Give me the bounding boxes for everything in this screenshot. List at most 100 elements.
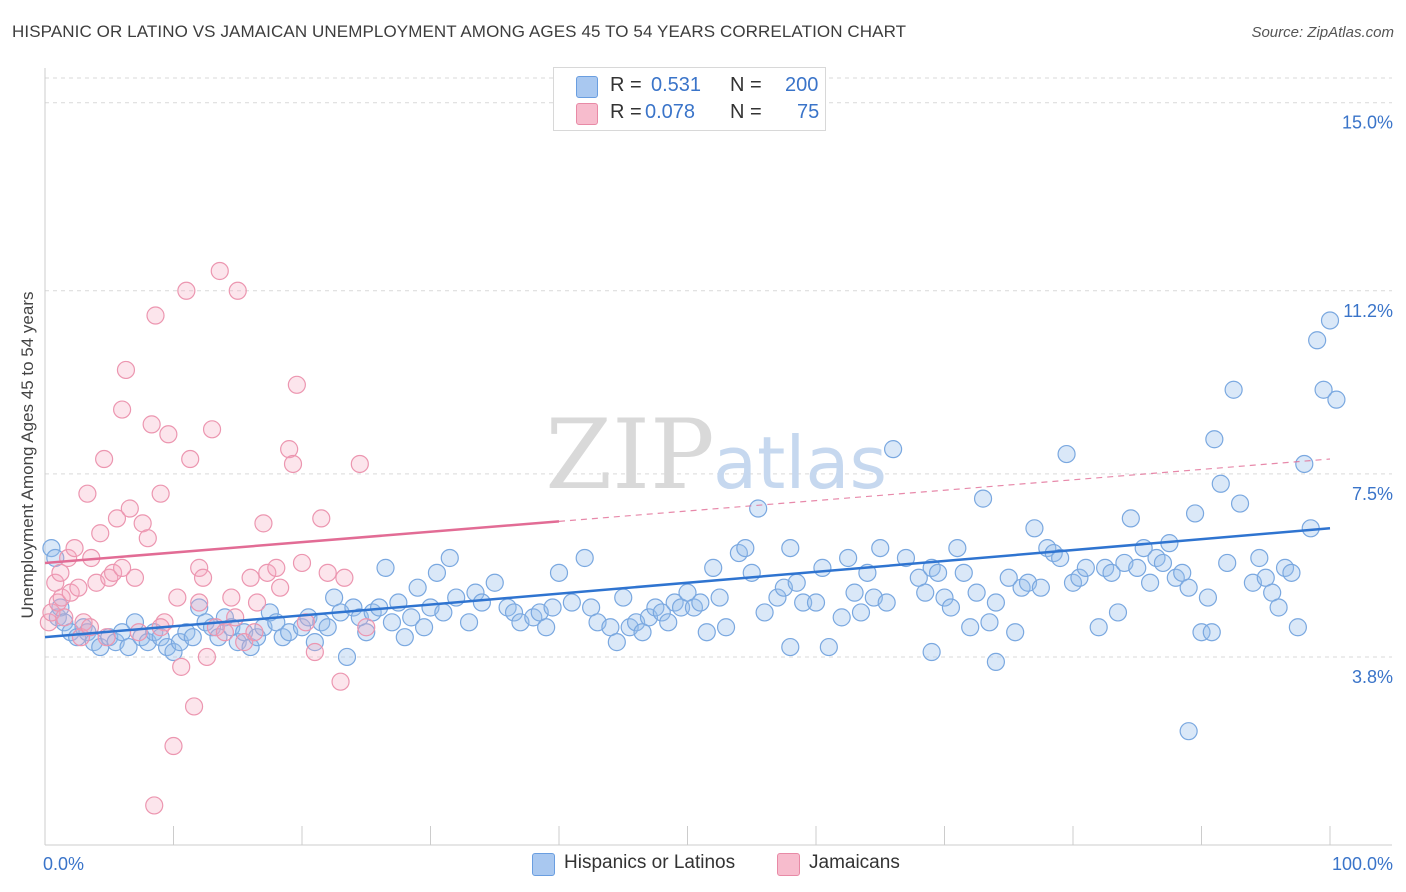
point-hispanic (151, 628, 170, 647)
x-tick-label: 0.0% (43, 854, 84, 874)
point-hispanic (935, 588, 954, 607)
point-jamaican (245, 623, 264, 642)
point-hispanic (961, 618, 980, 637)
point-hispanic (402, 608, 421, 627)
point-jamaican (51, 563, 70, 582)
legend-n-value-hispanic: 200 (785, 74, 819, 96)
y-tick-label: 7.5% (1352, 484, 1393, 504)
point-jamaican (357, 618, 376, 637)
point-hispanic (1192, 623, 1211, 642)
point-jamaican (267, 558, 286, 577)
x-tick-label: 100.0% (1332, 854, 1393, 874)
point-hispanic (749, 499, 768, 518)
point-jamaican (280, 440, 299, 459)
point-hispanic (704, 558, 723, 577)
legend-r-label: R = (610, 101, 642, 123)
point-hispanic (1140, 573, 1160, 592)
point-hispanic (42, 538, 61, 558)
point-hispanic (755, 603, 774, 622)
point-hispanic (691, 593, 710, 612)
point-hispanic (1308, 331, 1327, 350)
data-points (39, 261, 1346, 815)
tick-labels: 3.8% 7.5% 11.2% 15.0% 0.0% 100.0% (43, 113, 1393, 874)
point-hispanic (1269, 598, 1288, 617)
point-hispanic (1070, 568, 1089, 587)
point-hispanic (1205, 430, 1224, 449)
point-jamaican (228, 281, 247, 300)
point-hispanic (1314, 380, 1333, 399)
trend-line-hispanic (44, 527, 1331, 639)
point-jamaican (120, 499, 139, 518)
point-hispanic (1128, 558, 1147, 577)
point-jamaican (95, 449, 114, 469)
point-hispanic (382, 613, 402, 632)
point-hispanic (427, 563, 447, 582)
trend-line-jamaican (44, 520, 560, 565)
bottom-legend-swatch-jamaican (777, 853, 800, 876)
point-jamaican (258, 563, 277, 582)
point-hispanic (575, 548, 594, 568)
bottom-legend-swatch-hispanic (532, 853, 555, 876)
point-jamaican (197, 647, 217, 667)
legend-r-value-hispanic: 0.531 (651, 74, 702, 96)
point-jamaican (65, 538, 84, 558)
point-hispanic (948, 538, 967, 558)
point-hispanic (986, 652, 1006, 672)
point-jamaican (116, 360, 136, 380)
point-hispanic (1224, 380, 1243, 399)
point-hispanic (967, 583, 986, 602)
point-jamaican (52, 588, 71, 607)
point-hispanic (119, 637, 138, 657)
point-hispanic (1198, 588, 1218, 607)
point-hispanic (1211, 474, 1230, 493)
point-hispanic (357, 623, 376, 642)
point-hispanic (1250, 548, 1269, 568)
point-jamaican (145, 796, 164, 815)
point-jamaican (104, 563, 123, 582)
point-jamaican (107, 509, 127, 528)
y-tick-label: 3.8% (1352, 667, 1393, 687)
point-hispanic (1006, 623, 1025, 642)
source-label: Source: ZipAtlas.com (1251, 24, 1394, 41)
point-hispanic (408, 578, 427, 597)
point-hispanic (164, 642, 183, 662)
point-jamaican (151, 484, 170, 503)
point-hispanic (941, 598, 961, 617)
point-jamaican (287, 375, 306, 394)
point-jamaican (215, 623, 234, 642)
point-hispanic (832, 608, 851, 627)
point-jamaican (190, 593, 209, 612)
point-hispanic (1051, 548, 1070, 568)
point-hispanic (954, 563, 973, 582)
legend-n-label: N = (730, 74, 762, 96)
point-jamaican (254, 514, 273, 533)
correlation-legend: R = 0.531 N = 200 R = 0.078 N = 75 (553, 67, 826, 131)
point-hispanic (999, 568, 1018, 587)
point-hispanic (1295, 454, 1314, 474)
point-hispanic (1185, 504, 1205, 523)
point-jamaican (283, 454, 303, 474)
point-jamaican (184, 697, 204, 716)
y-tick-label: 15.0% (1342, 113, 1393, 133)
point-hispanic (871, 538, 890, 558)
point-hispanic (916, 583, 935, 602)
point-jamaican (331, 672, 350, 691)
chart-title: HISPANIC OR LATINO VS JAMAICAN UNEMPLOYM… (12, 22, 907, 41)
point-hispanic (781, 637, 800, 657)
point-hispanic (459, 613, 479, 632)
trend-line-extension-jamaican (558, 458, 1331, 522)
point-hispanic (768, 588, 787, 607)
point-jamaican (172, 657, 191, 676)
point-jamaican (112, 400, 132, 419)
point-hispanic (652, 603, 671, 622)
point-hispanic (787, 573, 806, 592)
point-jamaican (202, 420, 222, 439)
point-jamaican (350, 454, 369, 474)
legend-n-label: N = (730, 101, 762, 123)
legend-n-value-jamaican: 75 (797, 101, 820, 123)
point-hispanic (485, 573, 504, 592)
legend-r-label: R = (610, 74, 642, 96)
y-axis-label: Unemployment Among Ages 45 to 54 years (18, 291, 37, 619)
point-jamaican (177, 281, 196, 300)
